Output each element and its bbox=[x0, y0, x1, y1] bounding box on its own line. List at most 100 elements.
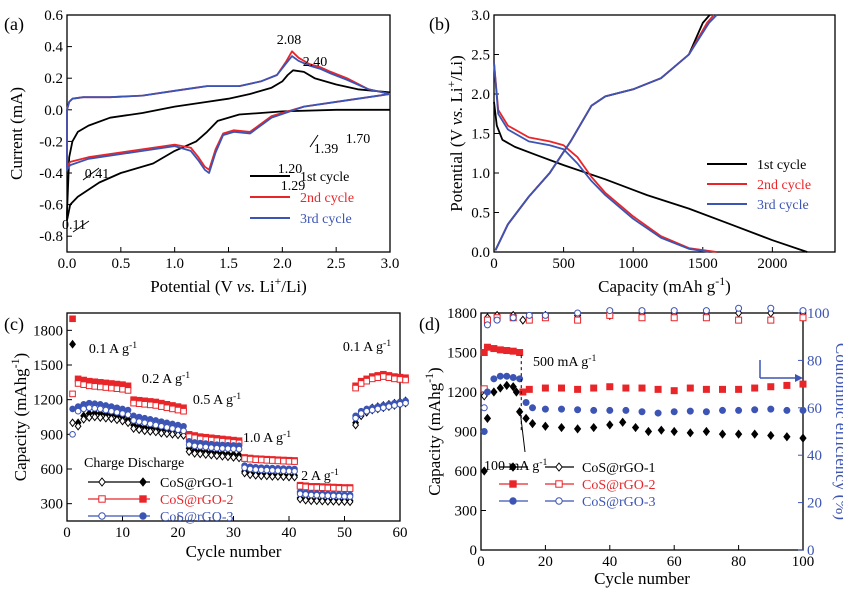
panel-c-series-2-charge-point bbox=[180, 407, 187, 415]
panel-c-xtick-label: 20 bbox=[171, 525, 186, 541]
panel-d-series-3-capacity-point bbox=[529, 404, 537, 412]
panel-d-ytick-label: 0 bbox=[470, 543, 478, 559]
panel-d-y2tick-label: 0 bbox=[807, 543, 815, 559]
panel-c-legend-discharge-marker bbox=[139, 512, 147, 520]
panel-c-series-1-discharge-point bbox=[69, 339, 76, 349]
panel-d-series-3-capacity-point bbox=[606, 406, 614, 414]
panel-d-series-2-capacity-point bbox=[483, 343, 491, 351]
panel-d-series-1-capacity-point bbox=[644, 426, 653, 437]
panel-d-series-2-capacity-point bbox=[622, 384, 630, 392]
panel-c-series-1-charge-point bbox=[246, 470, 254, 480]
panel-c-series-3-charge-point bbox=[374, 405, 382, 413]
panel-a-ytick-label: 0.0 bbox=[44, 103, 63, 119]
panel-d-series-3-ce-point bbox=[638, 307, 646, 315]
panel-d-series-3-capacity-point bbox=[496, 372, 504, 380]
panel-c-series-2-charge-point bbox=[341, 485, 348, 492]
panel-d-series-1-capacity-point bbox=[496, 383, 504, 393]
panel-c-series-1-charge-point bbox=[113, 415, 121, 425]
panel-c-legend-header: Charge Discharge bbox=[84, 456, 184, 471]
panel-c-series-2-charge-point bbox=[257, 456, 265, 464]
panel-d-series-1-capacity-point bbox=[619, 417, 627, 427]
panel-b-series-5-line bbox=[494, 14, 715, 251]
panel-d-series-1-ce-point bbox=[519, 315, 527, 325]
panel-d-series-1-capacity-point bbox=[767, 430, 775, 441]
panel-d-series-3-capacity-point bbox=[522, 399, 530, 407]
panel-d-ytick-label: 300 bbox=[455, 504, 478, 520]
panel-c-series-3-charge-point bbox=[335, 492, 343, 500]
panel-b-xlabel: Capacity (mAh g-1) bbox=[598, 274, 731, 296]
panel-c-series-2-charge-point bbox=[368, 375, 376, 383]
panel-c-series-3-charge-point bbox=[307, 491, 315, 499]
panel-c-series-2-charge-point bbox=[130, 399, 137, 407]
panel-d-ytick-label: 600 bbox=[455, 464, 478, 480]
panel-c-series-3-charge-point bbox=[180, 427, 187, 435]
panel-d-series-3-capacity-point bbox=[590, 406, 598, 414]
panel-d-ce-arrow-head bbox=[795, 374, 803, 382]
panel-c-series-2-charge-point bbox=[346, 485, 354, 492]
panel-c-series-3-charge-point bbox=[402, 399, 409, 407]
panel-c-series-1-charge-point bbox=[213, 451, 221, 461]
panel-c-series-2-charge-point bbox=[85, 382, 93, 390]
panel-b-axes bbox=[493, 14, 836, 253]
panel-d-series-3-ce-point bbox=[541, 311, 549, 319]
panel-c-ytick-label: 1500 bbox=[33, 358, 63, 374]
panel-c-rate-label: 0.5 A g-1 bbox=[193, 391, 241, 409]
panel-b-xtick-label: 1000 bbox=[618, 256, 648, 272]
panel-d-series-3-capacity-point bbox=[574, 406, 582, 414]
panel-c-series-2-charge-point bbox=[302, 483, 309, 491]
panel-c-series-3-charge-point bbox=[396, 400, 404, 408]
panel-a-annotation: 1.29 bbox=[281, 179, 306, 194]
panel-a-ytick-label: -0.4 bbox=[39, 166, 63, 182]
panel-b-ytick-label: 2.0 bbox=[471, 87, 490, 103]
panel-a-ytick-label: -0.6 bbox=[39, 198, 63, 214]
panel-d-series-3-ce-point bbox=[799, 307, 807, 315]
panel-b-ytick-label: 3.0 bbox=[471, 8, 490, 24]
panel-c-series-1-charge-point bbox=[196, 449, 204, 459]
panel-c-series-1-charge-point bbox=[202, 450, 210, 459]
panel-d-series-1-capacity-point bbox=[734, 429, 743, 439]
panel-c-series-3-charge-point bbox=[74, 407, 82, 415]
panel-c-series-3-charge-point bbox=[269, 467, 276, 474]
panel-d-y2tick-label: 80 bbox=[807, 353, 822, 369]
panel-c-series-3-charge-point bbox=[235, 445, 243, 453]
panel-c-series-3-charge-point bbox=[158, 422, 165, 430]
panel-c-series-2-charge-point bbox=[319, 484, 326, 492]
panel-d-series-1-capacity-point bbox=[480, 466, 488, 476]
panel-c-series-2-charge-point bbox=[108, 384, 115, 392]
panel-c-series-1-charge-point bbox=[185, 447, 193, 457]
panel-d-y2tick-label: 60 bbox=[807, 401, 822, 417]
panel-c-ylabel: Capacity (mAhg-1) bbox=[8, 353, 30, 481]
panel-c-legend-discharge-marker bbox=[139, 495, 147, 503]
panel-c-series-3-charge-point bbox=[246, 465, 254, 473]
panel-c-series-3-charge-point bbox=[230, 445, 237, 453]
panel-c-series-2-charge-point bbox=[174, 406, 182, 414]
panel-a-ytick-label: 0.4 bbox=[44, 40, 63, 56]
panel-c-series-1-charge-point bbox=[174, 430, 182, 440]
panel-d-series-3-capacity-point bbox=[480, 428, 488, 435]
panel-d-series-3-capacity-point bbox=[509, 374, 517, 382]
panel-c-series-1-charge-point bbox=[307, 496, 315, 506]
panel-d-series-1-capacity-point bbox=[783, 432, 791, 442]
panel-c-series-1-charge-point bbox=[169, 429, 176, 439]
panel-c-series-2-charge-point bbox=[158, 403, 165, 410]
panel-d-series-2-capacity-point bbox=[516, 349, 524, 356]
panel-c-series-3-charge-point bbox=[302, 491, 309, 498]
panel-b-ytick-label: 0.5 bbox=[471, 206, 490, 222]
panel-d-series-1-capacity-point bbox=[503, 380, 511, 391]
panel-c-series-2-charge-point bbox=[135, 400, 143, 408]
panel-c-series-1-charge-point bbox=[91, 412, 99, 422]
panel-d-tag: (d) bbox=[419, 314, 440, 335]
panel-d-legend-capacity-marker bbox=[509, 480, 517, 488]
panel-c-series-3-charge-point bbox=[352, 414, 359, 422]
panel-c-series-2-charge-point bbox=[324, 484, 332, 492]
panel-d-series-1-capacity-point bbox=[751, 429, 759, 439]
panel-c-series-2-charge-point bbox=[330, 484, 337, 492]
panel-b-xtick-label: 0 bbox=[490, 256, 498, 272]
panel-c-rate-label: 0.2 A g-1 bbox=[142, 370, 190, 388]
panel-b-legend-label: 3rd cycle bbox=[757, 198, 809, 213]
panel-c-legend-discharge-marker bbox=[139, 477, 147, 487]
panel-d-series-3-capacity-point bbox=[503, 372, 511, 380]
panel-d-series-3-ce-point bbox=[574, 309, 582, 317]
panel-d-xtick-label: 0 bbox=[477, 554, 485, 570]
